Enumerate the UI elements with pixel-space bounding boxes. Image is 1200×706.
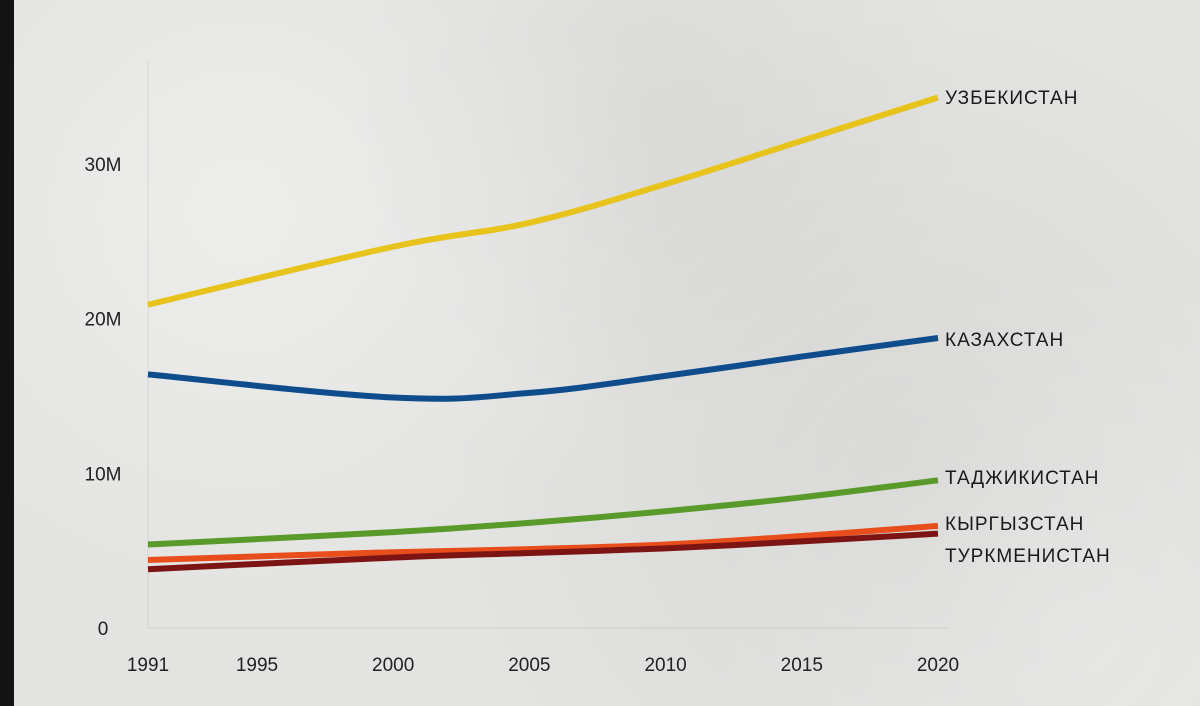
y-tick-label: 0: [98, 619, 109, 640]
series-line: [147, 522, 939, 563]
series-label: ТАДЖИКИСТАН: [945, 468, 1100, 489]
series-label: ТУРКМЕНИСТАН: [945, 546, 1111, 567]
lines-layer: [147, 94, 939, 573]
series-line: [147, 94, 939, 308]
series-label: КЫРГЫЗСТАН: [945, 514, 1084, 535]
series-line: [147, 335, 939, 402]
y-tick-label: 20M: [85, 310, 122, 331]
x-tick-label: 1991: [127, 655, 169, 676]
y-tick-label: 30M: [85, 155, 122, 176]
x-tick-label: 2005: [508, 655, 550, 676]
x-tick-label: 2000: [372, 655, 414, 676]
labels-layer: УЗБЕКИСТАН КАЗАХСТАН ТАДЖИКИСТАН КЫРГЫЗСТАН…: [945, 88, 1111, 567]
axes-layer: 0 10M 20M 30M 1991 1995 2000 2005 2010 2015 2020: [85, 60, 959, 676]
x-tick-label: 2020: [917, 655, 959, 676]
y-tick-label: 10M: [85, 464, 122, 485]
x-tick-label: 2010: [644, 655, 686, 676]
series-label: КАЗАХСТАН: [945, 330, 1064, 351]
series-line: [147, 477, 939, 548]
series-line: [147, 530, 939, 573]
left-edge-bar: [0, 0, 14, 706]
series-label: УЗБЕКИСТАН: [945, 88, 1078, 109]
x-tick-label: 2015: [781, 655, 823, 676]
x-tick-label: 1995: [236, 655, 278, 676]
